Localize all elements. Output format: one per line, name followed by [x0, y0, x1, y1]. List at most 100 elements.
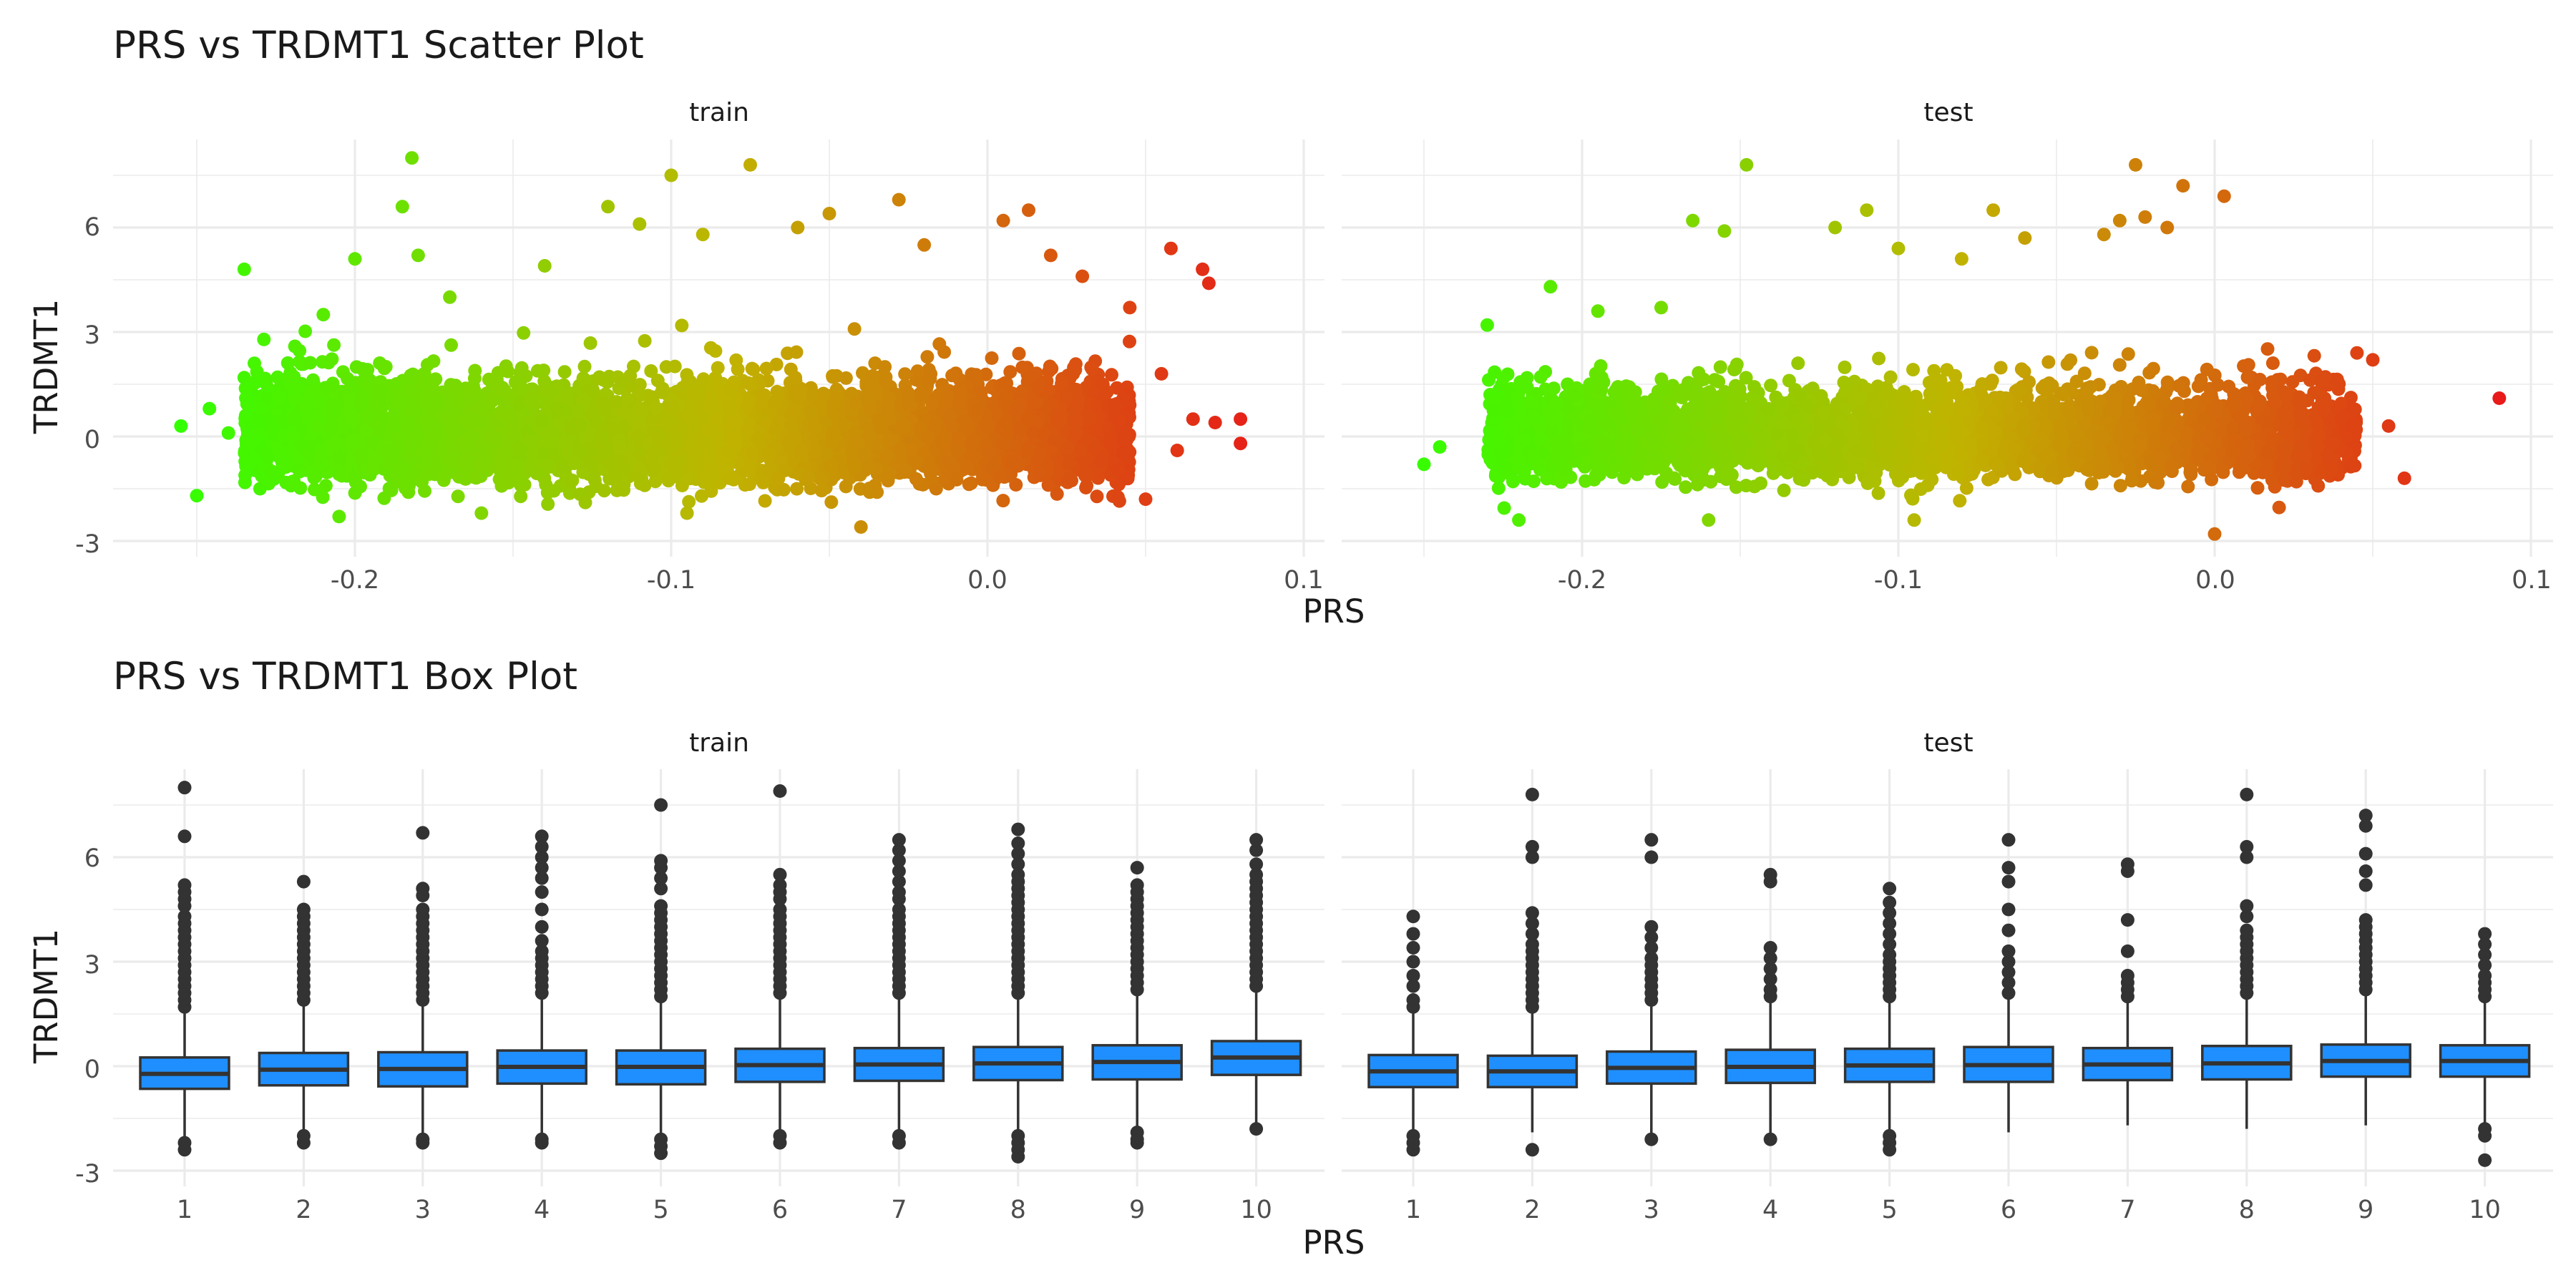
- scatter-point: [451, 489, 465, 504]
- scatter-point: [442, 401, 456, 415]
- scatter-point: [690, 458, 704, 472]
- scatter-point: [576, 371, 590, 386]
- scatter-point: [668, 359, 682, 374]
- scatter-point: [996, 494, 1010, 508]
- scatter-point: [985, 351, 999, 365]
- scatter-point: [740, 399, 754, 413]
- scatter-point: [682, 494, 696, 509]
- scatter-point: [847, 322, 862, 336]
- scatter-point: [704, 400, 718, 414]
- scatter-point: [837, 419, 852, 433]
- scatter-point: [348, 486, 362, 500]
- scatter-point: [537, 374, 552, 389]
- scatter-point: [335, 469, 349, 483]
- scatter-point: [758, 494, 772, 508]
- scatter-point: [308, 482, 322, 497]
- scatter-point: [541, 497, 555, 511]
- scatter-point: [564, 474, 578, 488]
- scatter-point: [921, 374, 935, 389]
- scatter-point: [826, 370, 840, 384]
- scatter-point: [468, 384, 482, 399]
- scatter-point: [1105, 368, 1118, 382]
- scatter-point: [1033, 465, 1047, 479]
- scatter-point: [395, 476, 409, 490]
- scatter-point: [878, 360, 892, 374]
- scatter-point: [708, 413, 723, 426]
- scatter-panel-train: [113, 140, 1324, 557]
- scatter-facet-label-train: train: [689, 98, 749, 127]
- scatter-point: [638, 333, 652, 348]
- scatter-point: [266, 464, 280, 479]
- scatter-point: [530, 467, 544, 481]
- scatter-point: [280, 356, 295, 370]
- scatter-point: [303, 356, 317, 370]
- scatter-point: [644, 364, 658, 378]
- scatter-point: [444, 338, 458, 352]
- scatter-point: [318, 479, 333, 493]
- scatter-point: [400, 465, 414, 479]
- scatter-point: [950, 472, 964, 487]
- scatter-point: [648, 474, 663, 489]
- scatter-point: [839, 371, 853, 385]
- scatter-point: [922, 462, 937, 477]
- scatter-point: [870, 485, 884, 499]
- scatter-point: [1062, 457, 1076, 471]
- scatter-point: [387, 408, 401, 422]
- scatter-point: [238, 475, 252, 489]
- scatter-point: [953, 385, 967, 399]
- scatter-point: [485, 394, 499, 408]
- scatter-plot-title: PRS vs TRDMT1 Scatter Plot: [113, 24, 644, 67]
- scatter-point: [759, 361, 774, 376]
- scatter-point: [929, 482, 943, 496]
- scatter-point: [418, 484, 431, 498]
- scatter-point: [348, 475, 363, 489]
- scatter-point: [930, 415, 944, 429]
- scatter-point: [514, 361, 529, 375]
- scatter-point: [517, 326, 531, 340]
- scatter-point: [1050, 487, 1064, 501]
- scatter-point: [239, 391, 253, 405]
- scatter-point: [620, 391, 634, 406]
- scatter-point: [1111, 462, 1126, 477]
- scatter-point: [600, 441, 615, 455]
- scatter-point: [247, 453, 261, 467]
- scatter-point: [237, 371, 251, 385]
- scatter-point: [904, 442, 919, 457]
- scatter-point: [654, 385, 668, 399]
- scatter-point: [404, 369, 418, 383]
- scatter-point: [789, 345, 804, 359]
- scatter-point: [675, 318, 689, 333]
- scatter-point: [1071, 414, 1085, 429]
- scatter-point: [943, 408, 957, 422]
- scatter-point: [979, 367, 993, 381]
- scatter-point: [547, 484, 561, 498]
- scatter-point: [416, 378, 429, 391]
- scatter-point: [313, 447, 328, 462]
- scatter-point: [789, 371, 803, 385]
- scatter-point: [756, 475, 771, 489]
- scatter-point: [385, 379, 399, 393]
- scatter-point: [326, 376, 340, 391]
- scatter-point: [829, 382, 844, 396]
- scatter-point: [238, 409, 253, 423]
- scatter-point: [248, 356, 261, 371]
- scatter-point: [1085, 362, 1099, 376]
- scatter-point: [420, 414, 434, 428]
- scatter-point: [1116, 447, 1130, 461]
- scatter-point: [1041, 478, 1055, 492]
- scatter-point: [404, 383, 418, 397]
- scatter-point: [722, 400, 736, 414]
- scatter-point: [995, 436, 1010, 451]
- scatter-point: [814, 472, 828, 487]
- scatter-point: [1065, 367, 1080, 381]
- scatter-point: [485, 431, 499, 445]
- scatter-point: [746, 362, 761, 376]
- scatter-points: [174, 151, 1248, 534]
- scatter-point: [617, 405, 631, 419]
- scatter-point: [913, 386, 927, 401]
- scatter-point: [577, 359, 592, 374]
- scatter-point: [824, 495, 839, 509]
- scatter-point: [308, 469, 323, 484]
- scatter-point: [327, 338, 341, 352]
- scatter-point: [467, 414, 482, 429]
